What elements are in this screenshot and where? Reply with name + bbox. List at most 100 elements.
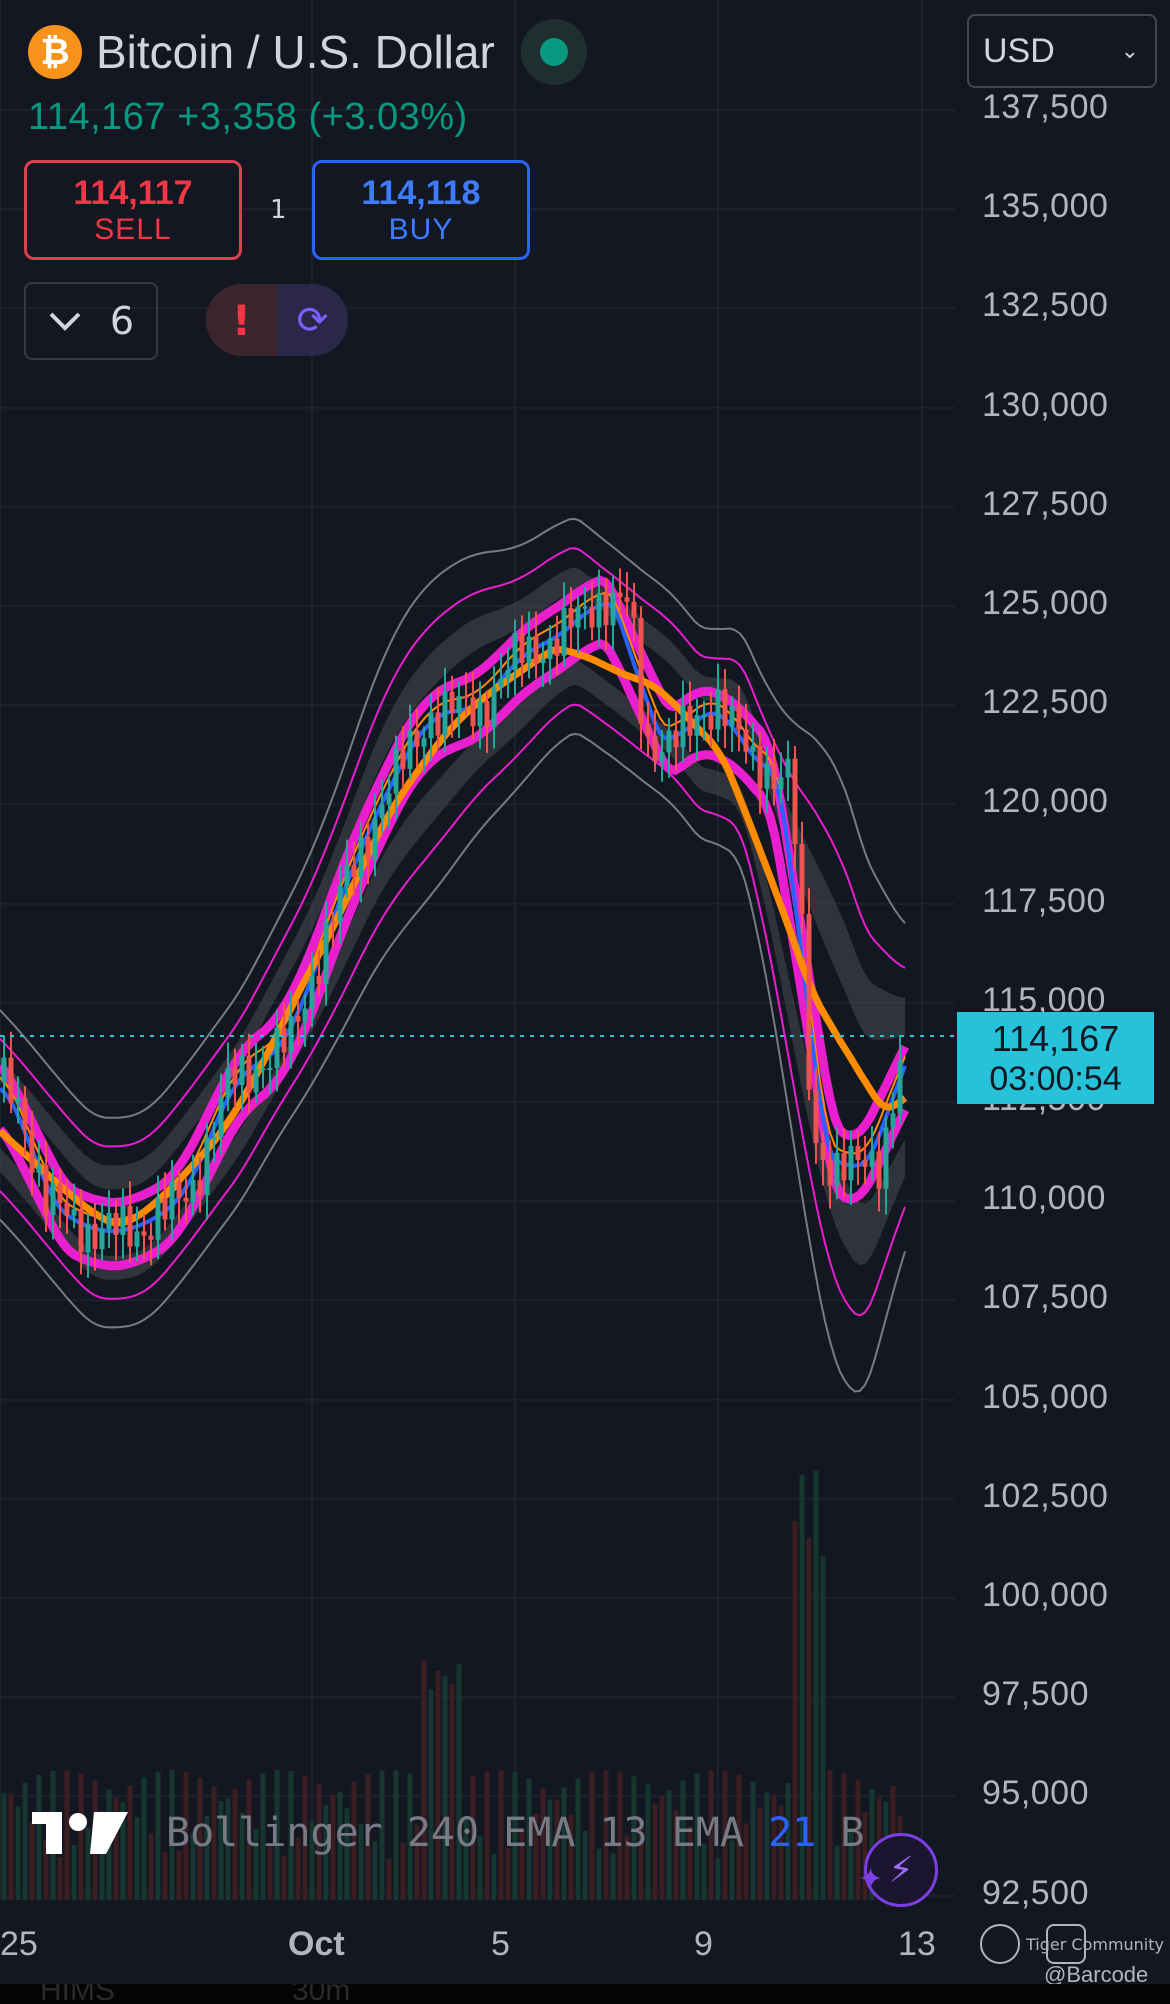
volume-bar xyxy=(484,1771,490,1900)
volume-bar xyxy=(358,1823,364,1900)
candle-body xyxy=(897,1060,903,1114)
buy-label: BUY xyxy=(388,212,454,246)
candle-body xyxy=(596,593,602,628)
candle-body xyxy=(652,735,658,762)
candle-body xyxy=(302,1008,308,1022)
candle-body xyxy=(673,730,679,748)
candle-body xyxy=(43,1165,49,1216)
candle-body xyxy=(1,1057,7,1083)
volume-bar xyxy=(827,1770,833,1900)
volume-bar xyxy=(869,1789,875,1900)
bb-lower-thin xyxy=(0,703,906,1317)
candle-body xyxy=(176,1181,182,1198)
volume-bar xyxy=(141,1776,147,1900)
volume-bar xyxy=(477,1836,483,1900)
alert-sync-group[interactable]: ! ⟳ xyxy=(206,284,348,356)
community-name: Tiger Community xyxy=(1026,1934,1164,1954)
candle-body xyxy=(316,975,322,984)
candle-body xyxy=(631,601,637,618)
candle-body xyxy=(883,1127,889,1189)
volume-bar xyxy=(456,1664,462,1900)
candle-body xyxy=(36,1165,42,1173)
volume-bar xyxy=(463,1819,469,1900)
volume-bar xyxy=(729,1840,735,1900)
volume-bar xyxy=(274,1770,280,1900)
bottom-symbol: HIMS xyxy=(40,1984,115,2004)
candle-body xyxy=(414,730,420,747)
indicators-toggle-button[interactable]: 6 xyxy=(24,282,158,360)
candle-body xyxy=(183,1197,189,1202)
alert-icon[interactable]: ! xyxy=(206,284,277,356)
volume-bar xyxy=(316,1783,322,1900)
volume-bar xyxy=(8,1793,14,1900)
price-axis-label: 117,500 xyxy=(982,881,1106,920)
bottom-strip: HIMS 30m xyxy=(0,1984,1170,2004)
candle-body xyxy=(876,1151,882,1189)
volume-bar xyxy=(190,1832,196,1900)
volume-bar xyxy=(862,1812,868,1900)
symbol-name: Bitcoin / U.S. Dollar xyxy=(96,26,495,78)
outer-lower-band xyxy=(0,732,906,1393)
candle-body xyxy=(680,705,686,748)
candle-body xyxy=(715,689,721,730)
price-axis-label: 100,000 xyxy=(982,1576,1109,1614)
volume-bar xyxy=(498,1770,504,1900)
volume-bar xyxy=(722,1770,728,1900)
candle-body xyxy=(519,632,525,663)
sparkle-icon: ✦ xyxy=(858,1862,884,1897)
candle-body xyxy=(204,1137,210,1195)
buy-button[interactable]: 114,118 BUY xyxy=(312,160,530,260)
candle-body xyxy=(729,706,735,727)
volume-bar xyxy=(799,1475,805,1900)
candle-body xyxy=(274,1027,280,1068)
last-price-tag: 114,167 03:00:54 xyxy=(957,1012,1154,1104)
candle-body xyxy=(295,1016,301,1022)
lightning-icon[interactable]: ⚡ xyxy=(864,1833,938,1907)
candle-body xyxy=(113,1213,119,1236)
price-axis-label: 132,500 xyxy=(982,286,1109,325)
tradingview-logo-icon[interactable] xyxy=(32,1808,132,1862)
tiger-community-watermark: Tiger Community xyxy=(980,1924,1164,1964)
candle-body xyxy=(29,1129,35,1173)
volume-bar xyxy=(624,1835,630,1900)
volume-bar xyxy=(526,1778,532,1900)
last-price: 114,167 xyxy=(28,96,167,138)
volume-bar xyxy=(638,1818,644,1900)
candle-body xyxy=(50,1183,56,1216)
volume-bar xyxy=(260,1772,266,1900)
chevron-down-icon: ⌄ xyxy=(1120,38,1139,63)
volume-bar xyxy=(764,1792,770,1900)
volume-bar xyxy=(694,1773,700,1900)
market-status-indicator[interactable] xyxy=(520,19,587,85)
volume-bar xyxy=(603,1770,609,1900)
volume-bar xyxy=(505,1847,511,1900)
candle-body xyxy=(435,712,441,736)
currency-select[interactable]: USD ⌄ xyxy=(967,14,1157,88)
sync-icon[interactable]: ⟳ xyxy=(277,284,348,356)
volume-bar xyxy=(211,1786,217,1900)
candle-body xyxy=(484,701,490,728)
volume-bar xyxy=(386,1859,392,1900)
symbol-header[interactable]: ₿ Bitcoin / U.S. Dollar xyxy=(28,19,587,85)
volume-bar xyxy=(197,1777,203,1900)
volume-bar xyxy=(309,1820,315,1900)
volume-bar xyxy=(687,1826,693,1900)
volume-bar xyxy=(449,1683,455,1900)
volume-bar xyxy=(253,1828,259,1900)
volume-bar xyxy=(134,1817,140,1900)
candle-body xyxy=(554,638,560,656)
volume-bar xyxy=(435,1670,441,1900)
indicator-legend[interactable]: Bollinger 240 EMA 13 EMA 21 B xyxy=(166,1810,966,1856)
volume-bar xyxy=(813,1470,819,1900)
volume-bar xyxy=(820,1556,826,1900)
candle-body xyxy=(582,606,588,609)
legend-ema21-length: 21 xyxy=(768,1810,817,1856)
candle-body xyxy=(281,1027,287,1053)
volume-bar xyxy=(351,1781,357,1900)
sell-button[interactable]: 114,117 SELL xyxy=(24,160,242,260)
volume-bar xyxy=(1,1792,7,1900)
order-quantity[interactable]: 1 xyxy=(270,195,287,225)
price-axis-label: 137,500 xyxy=(982,88,1109,126)
candle-body xyxy=(890,1113,896,1128)
